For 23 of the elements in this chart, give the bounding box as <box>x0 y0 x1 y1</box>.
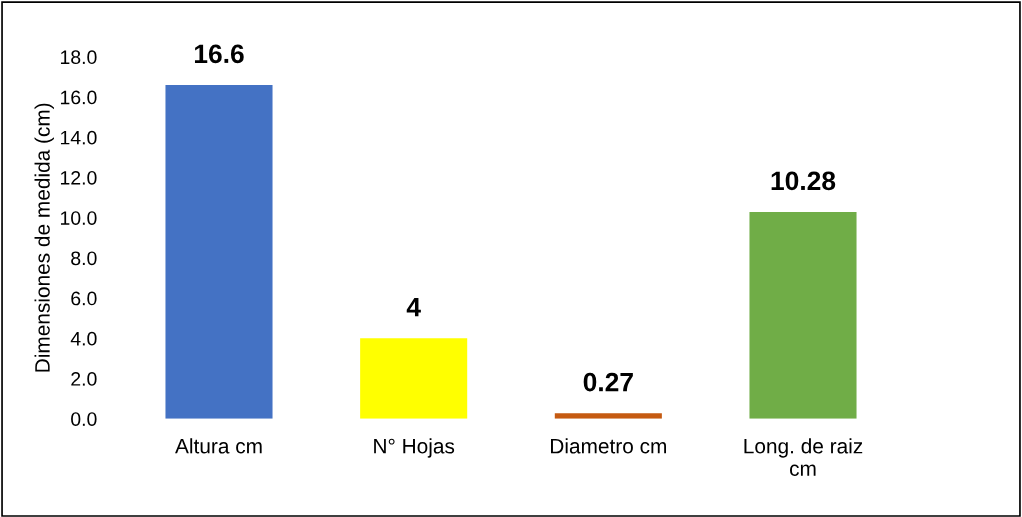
data-label: 0.27 <box>583 372 633 392</box>
data-label: 16.6 <box>194 44 244 64</box>
bar <box>360 338 468 419</box>
y-tick-label: 6.0 <box>71 291 97 306</box>
data-label: 4 <box>406 298 421 317</box>
y-tick-label: 0.0 <box>71 412 97 427</box>
x-tick-label: Diametro cm <box>551 438 666 454</box>
bar <box>554 413 662 419</box>
y-axis-title: Dimensiones de medida (cm) <box>34 103 54 372</box>
y-tick-label: 14.0 <box>60 130 97 145</box>
x-tick-label: N° Hojas <box>374 438 455 458</box>
x-tick-label: Altura cm <box>175 438 262 454</box>
x-tick-label: Long. de raiz cm <box>744 438 863 476</box>
y-tick-label: 4.0 <box>70 331 97 346</box>
y-tick-label: 8.0 <box>71 251 97 266</box>
data-label: 10.28 <box>771 171 836 191</box>
y-tick-label: 2.0 <box>71 372 97 386</box>
bar <box>165 85 273 419</box>
y-tick-label: 10.0 <box>60 211 97 225</box>
y-tick-label: 18.0 <box>60 50 97 65</box>
y-tick-label: 16.0 <box>60 90 97 105</box>
bar <box>749 212 857 419</box>
y-tick-label: 12.0 <box>60 170 97 185</box>
